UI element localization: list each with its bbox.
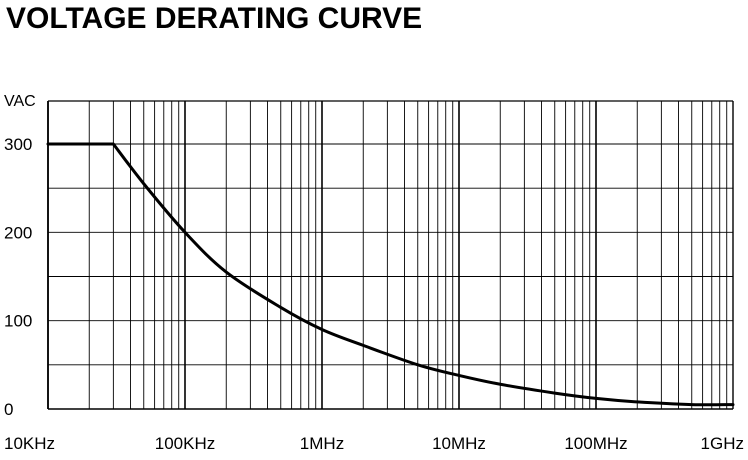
y-tick-label: 100 xyxy=(4,312,32,331)
y-axis-label: VAC xyxy=(4,93,36,110)
x-tick-label: 10MHz xyxy=(432,434,486,453)
y-tick-label: 200 xyxy=(4,223,32,242)
x-tick-label: 1GHz xyxy=(701,434,744,453)
x-tick-label: 10KHz xyxy=(4,434,55,453)
curve-group xyxy=(46,142,735,407)
x-tick-label: 1MHz xyxy=(300,434,344,453)
y-tick-label: 300 xyxy=(4,135,32,154)
derating-curve xyxy=(46,142,735,407)
axes xyxy=(47,100,734,410)
x-tick-label: 100MHz xyxy=(564,434,627,453)
grid-lines xyxy=(47,101,733,410)
chart-title: VOLTAGE DERATING CURVE xyxy=(6,2,423,35)
x-tick-label: 100KHz xyxy=(155,434,215,453)
tick-labels: VAC 0 100 200 300 10KHz 100KHz 1MHz 10MHz 100MHz 1… xyxy=(4,93,744,453)
y-tick-label: 0 xyxy=(4,400,13,419)
